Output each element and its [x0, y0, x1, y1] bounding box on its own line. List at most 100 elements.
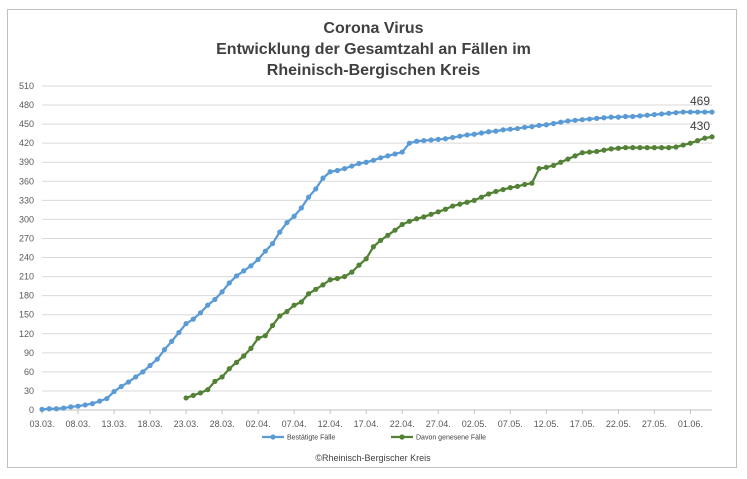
data-point [493, 188, 499, 195]
y-tick-label: 90 [24, 348, 34, 358]
data-point [507, 126, 513, 132]
data-point [363, 256, 369, 262]
data-point [392, 227, 398, 233]
x-tick-label: 27.05. [642, 419, 667, 429]
data-point [414, 216, 420, 222]
data-point [637, 145, 643, 151]
data-point [658, 111, 665, 117]
data-point [435, 209, 441, 215]
data-point [356, 262, 362, 268]
data-point [133, 374, 139, 380]
data-point [341, 165, 348, 172]
data-point [471, 131, 477, 137]
data-point [370, 244, 376, 250]
end-labels: 469 430 [690, 94, 710, 133]
data-point [702, 135, 708, 141]
y-tick-label: 60 [24, 367, 34, 377]
series-line [185, 135, 713, 399]
data-point [154, 356, 160, 362]
data-point [125, 379, 132, 385]
x-tick-label: 08.03. [66, 419, 91, 429]
data-point [622, 113, 629, 120]
data-point [298, 205, 304, 211]
data-point [104, 395, 110, 402]
data-point [709, 134, 715, 140]
data-point [579, 150, 585, 156]
data-point [233, 273, 240, 279]
x-tick-label: 17.04. [354, 419, 379, 429]
data-point [644, 145, 650, 151]
chart-title-line-3: Rheinisch-Bergischen Kreis [266, 62, 481, 79]
data-point [277, 313, 283, 319]
legend-marker [270, 434, 276, 440]
gridlines [42, 85, 712, 411]
data-point [565, 156, 571, 162]
data-point [702, 109, 708, 115]
x-tick-label: 22.04. [390, 419, 415, 429]
data-point [378, 155, 384, 161]
x-tick-label: 01.06. [678, 419, 703, 429]
data-point [615, 145, 621, 151]
data-point [190, 392, 196, 398]
chart-title: Corona Virus Entwicklung der Gesamtzahl … [0, 18, 747, 81]
data-point [212, 296, 218, 303]
data-point [579, 117, 585, 123]
data-point [450, 203, 456, 209]
y-tick-label: 330 [19, 195, 34, 205]
data-point [118, 383, 124, 390]
data-point [543, 164, 549, 170]
data-point [687, 109, 693, 115]
data-point [305, 291, 312, 297]
data-point [39, 406, 45, 412]
data-point [529, 124, 535, 130]
data-point [341, 273, 348, 280]
data-point [82, 402, 88, 408]
y-tick-label: 390 [19, 157, 34, 167]
x-tick-label: 22.05. [606, 419, 631, 429]
data-point [414, 138, 420, 144]
data-point [694, 109, 701, 115]
data-point [442, 136, 449, 142]
data-point [46, 406, 52, 412]
data-point [666, 145, 672, 151]
data-point [241, 353, 247, 359]
data-point [442, 206, 449, 212]
legend-label: Bestätigte Fälle [287, 435, 335, 442]
y-tick-label: 0 [29, 405, 34, 415]
x-tick-label: 27.04. [426, 419, 451, 429]
data-point [370, 157, 376, 163]
data-point [428, 211, 434, 217]
data-point [385, 153, 391, 159]
y-tick-label: 30 [24, 386, 34, 396]
y-tick-label: 480 [19, 100, 34, 110]
end-value-label: 430 [690, 119, 710, 133]
data-point [169, 338, 175, 344]
data-point [507, 185, 513, 191]
data-point [601, 147, 607, 153]
data-point [673, 110, 679, 116]
x-tick-label: 23.03. [174, 419, 199, 429]
end-value-label: 469 [690, 94, 710, 108]
data-point [514, 183, 521, 189]
data-point [478, 130, 485, 136]
data-point [536, 165, 542, 172]
data-point [522, 181, 528, 188]
data-point [630, 145, 636, 151]
data-point [262, 333, 268, 339]
y-tick-label: 150 [19, 310, 34, 320]
data-point [291, 213, 297, 219]
data-point [464, 132, 470, 138]
legend-marker [399, 434, 405, 440]
chart-title-line-2: Entwicklung der Gesamtzahl an Fällen im [216, 41, 531, 58]
data-point [241, 268, 247, 274]
data-point [709, 109, 715, 115]
data-point [594, 115, 600, 121]
data-point [399, 149, 405, 155]
data-point [327, 169, 333, 175]
data-point [622, 145, 629, 151]
series-line [41, 110, 712, 411]
data-point [248, 345, 254, 351]
data-point [327, 277, 333, 283]
y-tick-label: 240 [19, 253, 34, 263]
